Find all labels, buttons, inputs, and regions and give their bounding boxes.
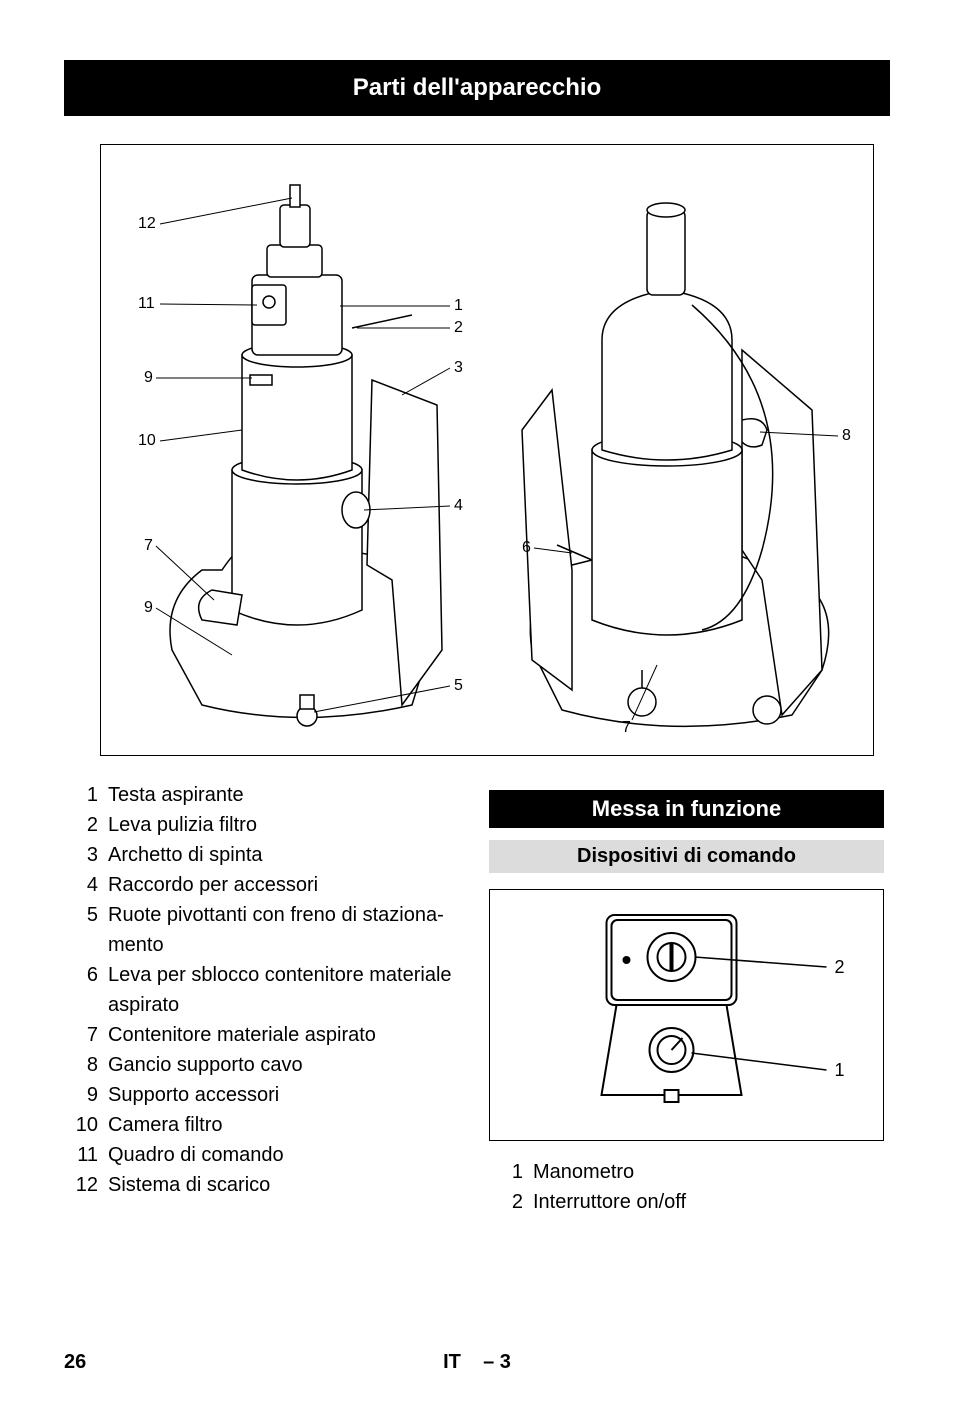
callout-12: 12	[138, 215, 156, 232]
callout-5: 5	[454, 677, 463, 694]
right-column: Messa in funzione Dispositivi di comando	[489, 780, 884, 1217]
footer-lang: IT	[443, 1351, 461, 1373]
list-item: 9Supporto accessori	[64, 1080, 459, 1110]
sub-heading: Dispositivi di comando	[489, 840, 884, 873]
list-item: 2Leva pulizia filtro	[64, 810, 459, 840]
callout-8: 8	[842, 427, 851, 444]
list-item: 7Contenitore materiale aspirato	[64, 1020, 459, 1050]
control-diagram: 2 1	[490, 895, 883, 1135]
callout-11: 11	[138, 295, 155, 312]
parts-list: 1Testa aspirante 2Leva pulizia filtro 3A…	[64, 780, 459, 1200]
list-item: 3Archetto di spinta	[64, 840, 459, 870]
footer-center: IT – 3	[0, 1351, 954, 1374]
page-number: 26	[64, 1351, 86, 1374]
main-heading: Parti dell'apparecchio	[64, 60, 890, 116]
callout-9a: 9	[144, 369, 153, 386]
list-item: 4Raccordo per accessori	[64, 870, 459, 900]
parts-diagram-frame: 12 11 9 10 7 9 1 2	[100, 144, 874, 756]
callout-7: 7	[144, 537, 153, 554]
callout-3: 3	[454, 359, 463, 376]
content-columns: 1Testa aspirante 2Leva pulizia filtro 3A…	[64, 780, 884, 1217]
callout-10: 10	[138, 432, 156, 449]
parts-diagram: 12 11 9 10 7 9 1 2	[102, 150, 872, 750]
list-item: 2Interruttore on/off	[489, 1187, 884, 1217]
callout-7b: 7	[622, 719, 631, 736]
list-item: 1Testa aspirante	[64, 780, 459, 810]
manual-page: Parti dell'apparecchio	[0, 60, 954, 1414]
control-callout-1: 1	[835, 1060, 845, 1080]
left-column: 1Testa aspirante 2Leva pulizia filtro 3A…	[64, 780, 459, 1217]
control-list: 1Manometro 2Interruttore on/off	[489, 1157, 884, 1217]
list-item: 1Manometro	[489, 1157, 884, 1187]
section-heading: Messa in funzione	[489, 790, 884, 828]
list-item: 12Sistema di scarico	[64, 1170, 459, 1200]
callout-1: 1	[454, 297, 463, 314]
footer-seq: – 3	[483, 1351, 511, 1373]
list-item: 6Leva per sblocco contenitore materiale …	[64, 960, 459, 1020]
callout-2: 2	[454, 319, 463, 336]
page-footer: 26 IT – 3	[0, 1351, 954, 1374]
list-item: 10Camera filtro	[64, 1110, 459, 1140]
callout-6: 6	[522, 539, 531, 556]
list-item: 5Ruote pivottanti con freno di staziona­…	[64, 900, 459, 960]
control-callout-2: 2	[835, 957, 845, 977]
callout-9b: 9	[144, 599, 153, 616]
list-item: 8Gancio supporto cavo	[64, 1050, 459, 1080]
callout-4: 4	[454, 497, 463, 514]
control-diagram-frame: 2 1	[489, 889, 884, 1141]
list-item: 11Quadro di comando	[64, 1140, 459, 1170]
